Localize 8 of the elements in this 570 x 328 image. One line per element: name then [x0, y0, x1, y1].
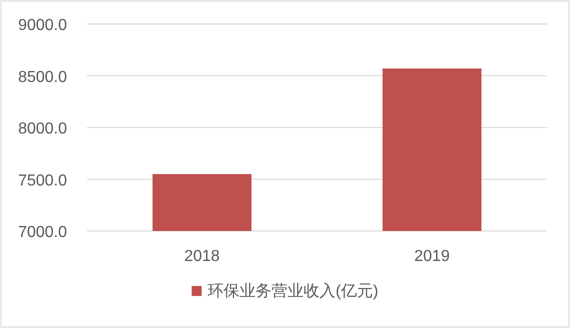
y-tick-label: 7000.0 [18, 224, 68, 241]
y-tick-label: 9000.0 [18, 17, 68, 34]
x-tick-label: 2019 [414, 248, 450, 265]
y-tick-label: 8000.0 [18, 120, 68, 138]
y-tick-label: 7500.0 [18, 172, 68, 190]
legend-label: 环保业务营业收入(亿元) [208, 282, 378, 300]
x-tick-label: 2018 [184, 248, 220, 265]
y-tick-label: 8500.0 [18, 68, 68, 86]
